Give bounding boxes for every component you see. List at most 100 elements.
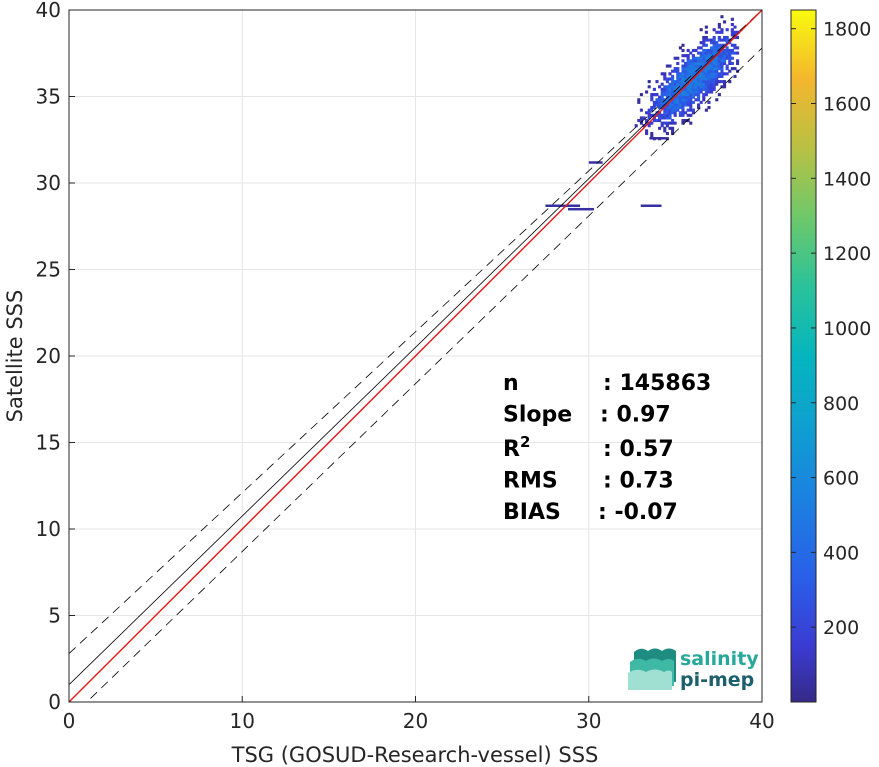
heatmap-cell xyxy=(663,90,667,94)
heatmap-cell xyxy=(728,80,732,84)
heatmap-cell xyxy=(668,103,672,107)
heatmap-cell xyxy=(647,116,651,120)
heatmap-cell xyxy=(707,54,711,58)
heatmap-cell xyxy=(665,113,669,117)
heatmap-cell xyxy=(650,121,654,125)
heatmap-cell xyxy=(710,80,714,84)
heatmap-cell xyxy=(699,87,703,91)
heatmap-cell xyxy=(686,95,690,99)
colorbar xyxy=(791,10,816,702)
heatmap-cell xyxy=(710,90,714,94)
heatmap-cell xyxy=(647,113,651,117)
reference-lines xyxy=(69,10,762,702)
heatmap-cell xyxy=(704,69,708,73)
heatmap-cell xyxy=(639,108,643,112)
heatmap-cell xyxy=(671,82,675,86)
heatmap-cell xyxy=(702,74,706,78)
heatmap-cell xyxy=(676,61,680,65)
heatmap-cell xyxy=(704,25,708,29)
heatmap-cell xyxy=(715,61,719,65)
heatmap-cell xyxy=(668,95,672,99)
heatmap-cell xyxy=(665,124,669,128)
heatmap-cell xyxy=(717,67,721,71)
heatmap-cell xyxy=(660,72,664,76)
heatmap-cell xyxy=(660,121,664,125)
heatmap-cell xyxy=(663,113,667,117)
heatmap-cell xyxy=(650,95,654,99)
heatmap-cell xyxy=(650,108,654,112)
heatmap-cell xyxy=(699,80,703,84)
heatmap-cell xyxy=(702,82,706,86)
heatmap-cell xyxy=(725,54,729,58)
heatmap-cell xyxy=(702,43,706,47)
heatmap-cell xyxy=(650,131,654,136)
heatmap-cell xyxy=(720,51,724,55)
heatmap-cell xyxy=(704,87,708,91)
y-tick-label: 40 xyxy=(36,0,61,22)
heatmap-cell xyxy=(712,41,716,45)
y-tick-label: 15 xyxy=(36,431,61,455)
heatmap-cell xyxy=(723,59,727,63)
heatmap-cell xyxy=(697,56,701,60)
heatmap-cell xyxy=(673,69,677,73)
y-tick-label: 25 xyxy=(36,258,61,282)
heatmap-cell xyxy=(684,111,688,115)
heatmap-cell xyxy=(686,72,690,76)
heatmap-cell xyxy=(647,85,651,89)
heatmap-cell xyxy=(676,85,680,89)
heatmap-cell xyxy=(660,95,664,99)
heatmap-cell xyxy=(686,98,690,102)
heatmap-cell xyxy=(725,67,729,71)
heatmap-cell xyxy=(671,90,675,94)
heatmap-cell xyxy=(645,121,649,125)
heatmap-cell xyxy=(730,17,734,21)
heatmap-cell xyxy=(665,116,669,120)
heatmap-cell xyxy=(702,56,706,60)
heatmap-cell xyxy=(717,61,721,65)
heatmap-cell xyxy=(652,100,656,104)
heatmap-cell xyxy=(723,43,727,47)
heatmap-cell xyxy=(678,72,682,76)
outlier-segment xyxy=(588,161,603,164)
y-tick-label: 30 xyxy=(36,171,61,195)
heatmap-cell xyxy=(665,98,669,102)
heatmap-cell xyxy=(676,74,680,78)
heatmap-cell xyxy=(691,85,695,89)
heatmap-cell xyxy=(694,56,698,60)
heatmap-cell xyxy=(694,93,698,97)
heatmap-cell xyxy=(712,48,716,53)
heatmap-cell xyxy=(686,64,690,68)
heatmap-cell xyxy=(720,64,724,68)
heatmap-cell xyxy=(689,61,693,65)
heatmap-cell xyxy=(684,54,688,58)
heatmap-cell xyxy=(673,80,677,84)
heatmap-cell xyxy=(720,54,724,58)
stat-superscript: 2 xyxy=(520,433,530,451)
heatmap-cell xyxy=(652,87,656,91)
heatmap-cell xyxy=(660,113,664,117)
heatmap-cell xyxy=(723,48,727,53)
heatmap-cell xyxy=(699,46,703,50)
heatmap-cell xyxy=(704,38,708,42)
heatmap-cell xyxy=(678,93,682,97)
heatmap-cell xyxy=(717,25,721,29)
heatmap-cell xyxy=(702,98,706,102)
heatmap-cell xyxy=(655,118,659,123)
heatmap-cell xyxy=(694,82,698,86)
line-upper-bound xyxy=(69,10,762,654)
heatmap-cell xyxy=(715,72,719,76)
heatmap-cell xyxy=(673,103,677,107)
heatmap-cell xyxy=(686,90,690,94)
heatmap-cell xyxy=(717,74,721,78)
heatmap-cell xyxy=(671,111,675,115)
heatmap-cell xyxy=(681,100,685,104)
heatmap-cell xyxy=(684,69,688,73)
heatmap-cell xyxy=(728,54,732,58)
heatmap-cell xyxy=(699,56,703,60)
heatmap-cell xyxy=(712,46,716,50)
heatmap-cell xyxy=(686,85,690,89)
heatmap-cell xyxy=(686,69,690,73)
heatmap-cell xyxy=(725,64,729,68)
heatmap-cell xyxy=(691,54,695,58)
heatmap-cell xyxy=(678,111,682,115)
